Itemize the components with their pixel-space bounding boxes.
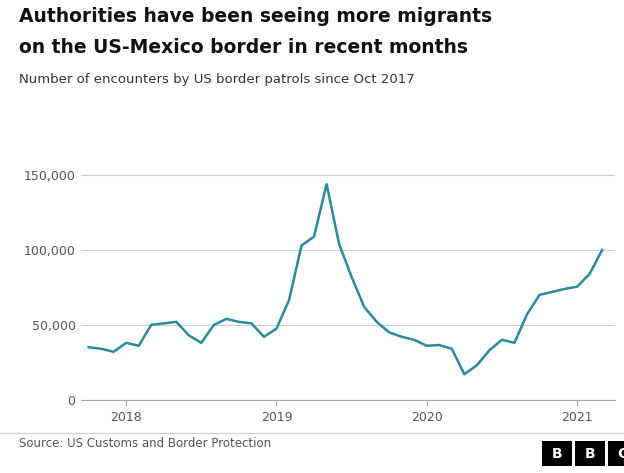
Text: C: C xyxy=(618,447,624,461)
Text: on the US-Mexico border in recent months: on the US-Mexico border in recent months xyxy=(19,38,468,57)
Text: B: B xyxy=(584,447,595,461)
Text: Authorities have been seeing more migrants: Authorities have been seeing more migran… xyxy=(19,7,492,26)
Text: B: B xyxy=(551,447,562,461)
Text: Number of encounters by US border patrols since Oct 2017: Number of encounters by US border patrol… xyxy=(19,73,414,86)
Text: Source: US Customs and Border Protection: Source: US Customs and Border Protection xyxy=(19,437,271,449)
